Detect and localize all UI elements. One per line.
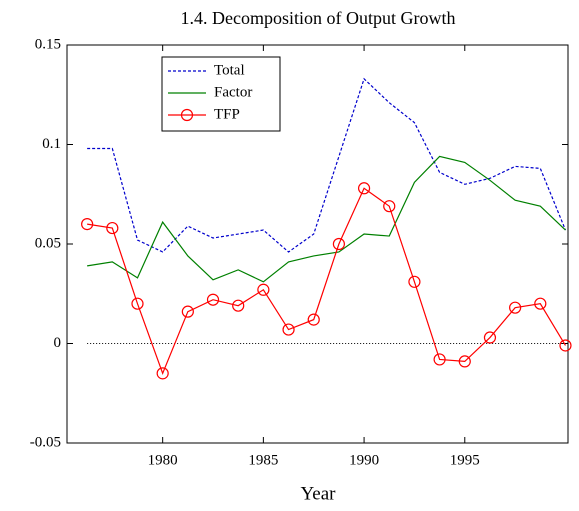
y-tick-label: 0.05 [35, 235, 61, 251]
series-marker [534, 297, 547, 310]
legend-label: Factor [214, 84, 252, 100]
y-tick-label: 0 [54, 335, 62, 351]
x-tick-label: 1990 [349, 452, 379, 468]
series-marker [383, 200, 396, 213]
series-marker [408, 275, 421, 288]
series-marker [483, 331, 497, 344]
series-marker [509, 301, 522, 314]
series-marker [458, 355, 471, 368]
series-marker [156, 367, 169, 380]
series-marker [332, 237, 345, 251]
series-marker [307, 313, 320, 326]
x-tick-label: 1980 [148, 452, 178, 468]
x-axis-label: Year [300, 483, 336, 504]
series-marker [559, 339, 572, 352]
series-marker [206, 293, 220, 306]
series-marker [106, 221, 119, 235]
series-marker [131, 297, 144, 310]
y-tick-label: -0.05 [30, 434, 61, 450]
series-marker [357, 182, 371, 195]
series-marker [282, 323, 295, 336]
x-tick-label: 1995 [450, 452, 480, 468]
legend-label: TFP [214, 106, 240, 122]
chart-title: 1.4. Decomposition of Output Growth [181, 8, 456, 28]
series-line [87, 155, 566, 283]
series-marker [257, 283, 270, 296]
y-tick-label: 0.1 [42, 136, 61, 152]
legend-box [161, 56, 281, 132]
x-tick-label: 1985 [248, 452, 278, 468]
series-marker [232, 299, 245, 312]
series-line [87, 187, 566, 376]
y-tick-label: 0.15 [35, 36, 61, 52]
series-marker [81, 218, 94, 231]
series-marker [181, 305, 194, 318]
legend-label: Total [214, 62, 245, 78]
series-marker [433, 353, 446, 366]
series-line [87, 77, 567, 253]
legend-marker [180, 108, 194, 122]
plot-frame [66, 44, 569, 444]
